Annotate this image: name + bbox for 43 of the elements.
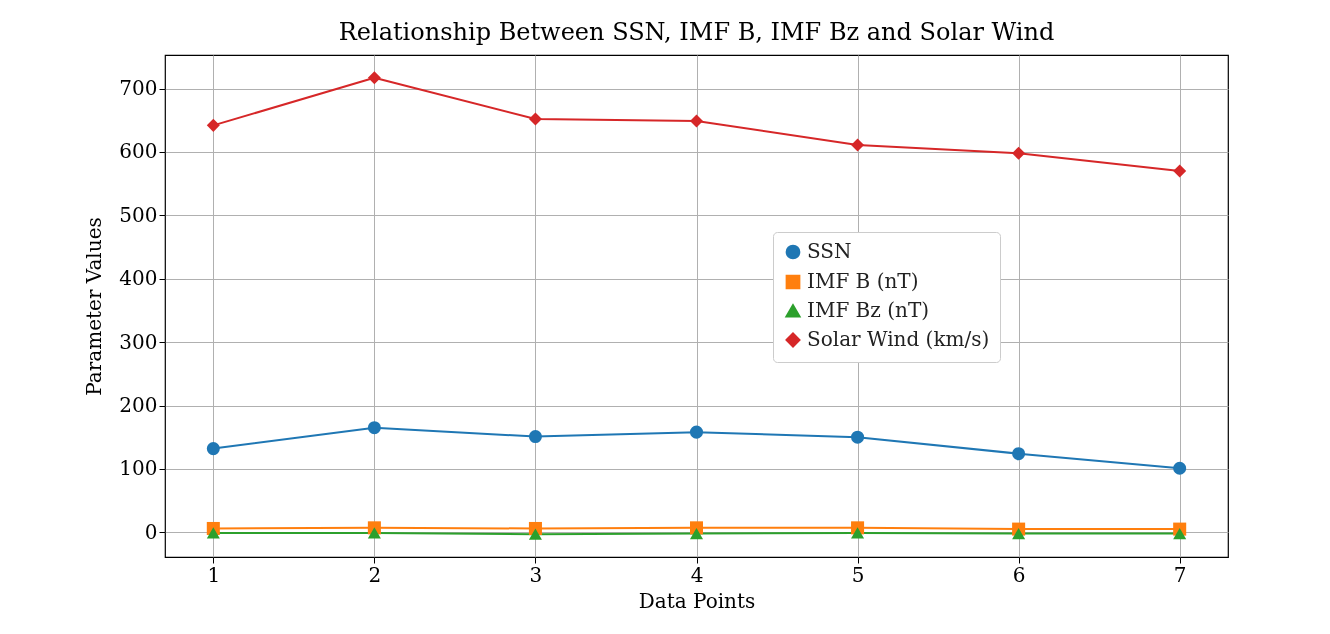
- x-tick-label: 1: [207, 562, 221, 587]
- point: [689, 527, 704, 540]
- y-tick-label: 600: [119, 139, 158, 164]
- point: [206, 118, 220, 132]
- x-axis-title: Data Points: [638, 588, 756, 613]
- y-tick-label: 200: [119, 393, 158, 418]
- point: [1173, 164, 1187, 178]
- point: [367, 71, 381, 85]
- y-tick-label: 100: [119, 456, 158, 481]
- x-tick-label: 5: [851, 562, 865, 587]
- legend-label: IMF Bz (nT): [807, 298, 930, 322]
- y-axis-title: Parameter Values: [82, 217, 107, 396]
- point: [689, 114, 704, 128]
- point: [1173, 461, 1187, 475]
- point: [528, 430, 542, 444]
- point: [367, 421, 381, 435]
- y-tick-label: 0: [144, 519, 158, 544]
- x-tick-label: 3: [529, 562, 543, 587]
- legend-label: IMF B (nT): [807, 269, 919, 293]
- y-tick-label: 700: [119, 76, 158, 101]
- point: [689, 425, 704, 439]
- point: [206, 442, 220, 456]
- point: [367, 527, 381, 539]
- x-tick-label: 7: [1173, 562, 1187, 587]
- x-tick-label: 2: [368, 562, 382, 587]
- point: [1012, 527, 1026, 540]
- legend-label: Solar Wind (km/s): [807, 327, 990, 351]
- x-tick-label: 6: [1012, 562, 1026, 587]
- chart-title: Relationship Between SSN, IMF B, IMF Bz and Solar Wind: [338, 18, 1055, 46]
- y-tick-label: 300: [119, 329, 158, 354]
- point: [528, 112, 542, 126]
- point: [851, 430, 865, 444]
- y-tick-label: 400: [119, 266, 158, 291]
- legend-label: SSN: [807, 239, 852, 263]
- y-tick-label: 500: [119, 202, 158, 227]
- x-tick-label: 4: [690, 562, 704, 587]
- point: [206, 527, 220, 539]
- point: [1173, 527, 1187, 540]
- point: [528, 528, 542, 540]
- point: [851, 527, 865, 539]
- point: [851, 138, 865, 152]
- point: [1012, 146, 1026, 160]
- point: [1012, 447, 1026, 461]
